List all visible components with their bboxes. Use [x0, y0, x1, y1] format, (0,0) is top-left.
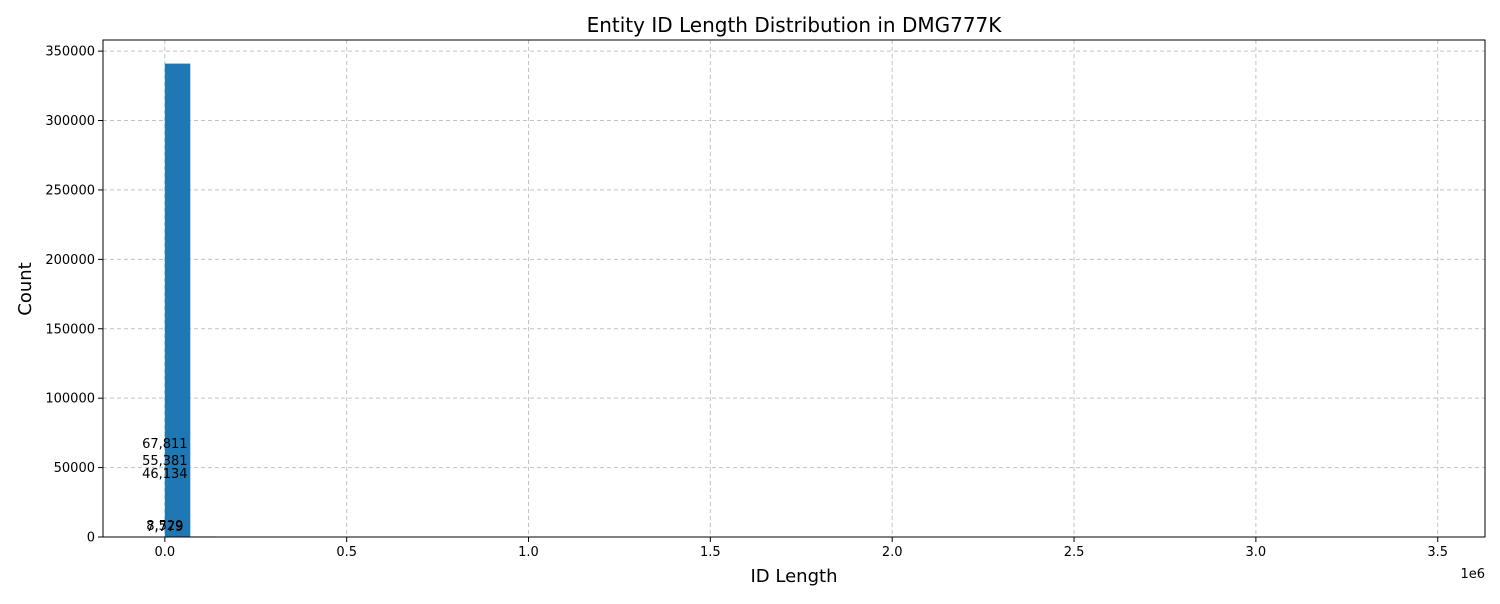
bar-count-annotation-2: 46,134 [142, 467, 188, 482]
bar-count-annotation-3: 8,529 [146, 519, 183, 534]
x-tick-label-2: 1.0 [518, 545, 539, 560]
x-tick-label-1: 0.5 [336, 545, 357, 560]
y-tick-label-1: 50000 [54, 461, 95, 476]
plot-frame [102, 39, 1486, 538]
x-tick-label-4: 2.0 [882, 545, 903, 560]
y-tick-label-5: 250000 [45, 183, 95, 198]
bar-count-annotation-0: 67,811 [142, 437, 188, 452]
tick-layer: 0.0 0.5 1.0 1.5 2.0 2.5 3.0 3.5 0 50000 100000 1500… [45, 45, 1448, 560]
y-tick-label-4: 200000 [45, 253, 95, 268]
grid-layer [103, 40, 1485, 538]
y-tick-label-3: 150000 [45, 322, 95, 337]
y-tick-label-6: 300000 [45, 114, 95, 129]
x-tick-label-3: 1.5 [700, 545, 721, 560]
y-tick-label-0: 0 [87, 531, 95, 546]
y-tick-label-7: 350000 [45, 45, 95, 60]
y-tick-label-2: 100000 [45, 392, 95, 407]
x-tick-label-7: 3.5 [1427, 545, 1448, 560]
bar-count-annotation-1: 55,381 [142, 454, 188, 469]
x-tick-label-0: 0.0 [154, 545, 175, 560]
y-axis-label: Count [15, 262, 36, 315]
x-tick-label-5: 2.5 [1064, 545, 1085, 560]
x-tick-label-6: 3.0 [1246, 545, 1267, 560]
histogram-bar-0 [164, 63, 191, 538]
x-axis-offset-label: 1e6 [1460, 567, 1485, 582]
bar-count-annotation-4: 7,779 [146, 520, 183, 535]
x-axis-label: ID Length [751, 566, 838, 587]
chart-title: Entity ID Length Distribution in DMG777K [587, 13, 1003, 37]
